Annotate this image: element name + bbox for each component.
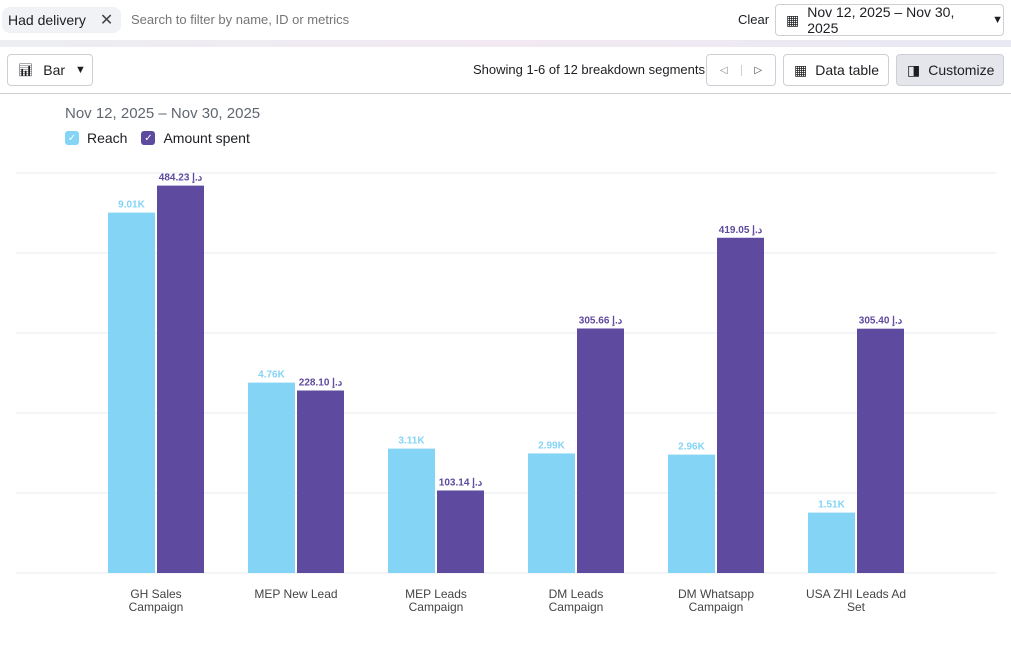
bar-amount-spent (297, 390, 344, 573)
customize-label: Customize (928, 62, 995, 78)
pagination-status: Showing 1-6 of 12 breakdown segments (473, 62, 705, 77)
bar-reach (668, 454, 715, 573)
date-range-label: Nov 12, 2025 – Nov 30, 2025 (807, 4, 955, 36)
divider (0, 40, 1011, 47)
x-tick-label: GH Sales (130, 587, 181, 601)
clear-button[interactable]: Clear (738, 12, 770, 27)
calendar-icon: ▦ (786, 11, 800, 28)
data-label: 1.51K (818, 500, 845, 511)
chart-date-range: Nov 12, 2025 – Nov 30, 2025 (65, 105, 261, 122)
x-tick-label: DM Whatsapp (678, 587, 754, 601)
data-label: 2.99K (538, 440, 565, 451)
data-label: 484.23 د.إ (159, 173, 203, 184)
pagination-controls: ◁ ▷ (706, 54, 776, 86)
panel-icon: ◨ (907, 61, 921, 78)
legend-reach: Reach (87, 130, 128, 146)
filter-chip-had-delivery[interactable]: Had delivery ✕ (2, 7, 122, 33)
x-tick-label: Campaign (689, 600, 744, 614)
date-range-picker[interactable]: ▦ Nov 12, 2025 – Nov 30, 2025 ▼ (775, 4, 1004, 36)
x-tick-label: Campaign (409, 600, 464, 614)
bar-reach (808, 512, 855, 573)
data-label: 305.66 د.إ (579, 315, 623, 326)
search-input[interactable] (131, 12, 531, 27)
bar-reach (388, 448, 435, 573)
table-icon: ▦ (794, 61, 808, 78)
data-label: 228.10 د.إ (299, 378, 343, 389)
data-label: 9.01K (118, 200, 145, 211)
bar-reach (248, 382, 295, 573)
data-label: 103.14 د.إ (439, 477, 483, 488)
data-table-button[interactable]: ▦ Data table (783, 54, 889, 86)
x-tick-label: MEP New Lead (254, 587, 337, 601)
reach-checkbox[interactable]: ✓ (65, 131, 79, 145)
data-label: 4.76K (258, 370, 285, 381)
filter-bar: Had delivery ✕ Clear ▦ Nov 12, 2025 – No… (0, 0, 1011, 40)
bar-reach (108, 212, 155, 573)
x-tick-label: Campaign (549, 600, 604, 614)
x-tick-label: USA ZHI Leads Ad (806, 587, 906, 601)
chart-legend: ✓ Reach ✓ Amount spent (65, 130, 250, 146)
bar-chart-icon: 📊︎ (18, 63, 34, 77)
filter-chip-label: Had delivery (8, 12, 86, 28)
chevron-down-icon: ▼ (992, 14, 1003, 26)
bar-amount-spent (437, 490, 484, 573)
legend-amount-spent: Amount spent (163, 130, 250, 146)
bar-amount-spent (717, 237, 764, 573)
chart-type-label: Bar (43, 62, 66, 78)
x-tick-label: MEP Leads (405, 587, 467, 601)
data-table-label: Data table (815, 62, 880, 78)
bar-amount-spent (857, 328, 904, 573)
chevron-down-icon: ▼ (75, 64, 86, 76)
data-label: 3.11K (398, 436, 425, 447)
data-label: 419.05 د.إ (719, 225, 763, 236)
x-tick-label: Set (847, 600, 866, 614)
divider (0, 93, 1011, 94)
chart-type-dropdown[interactable]: 📊︎ Bar ▼ (7, 54, 93, 86)
next-page-icon[interactable]: ▷ (740, 64, 776, 76)
data-label: 2.96K (678, 442, 705, 453)
x-tick-label: DM Leads (549, 587, 604, 601)
close-icon[interactable]: ✕ (99, 12, 114, 29)
x-tick-label: Campaign (129, 600, 184, 614)
previous-page-icon[interactable]: ◁ (719, 64, 728, 76)
data-label: 305.40 د.إ (859, 316, 903, 327)
customize-button[interactable]: ◨ Customize (896, 54, 1004, 86)
bar-amount-spent (157, 185, 204, 573)
amount-spent-checkbox[interactable]: ✓ (141, 131, 156, 145)
bar-reach (528, 453, 575, 573)
bar-amount-spent (577, 328, 624, 573)
